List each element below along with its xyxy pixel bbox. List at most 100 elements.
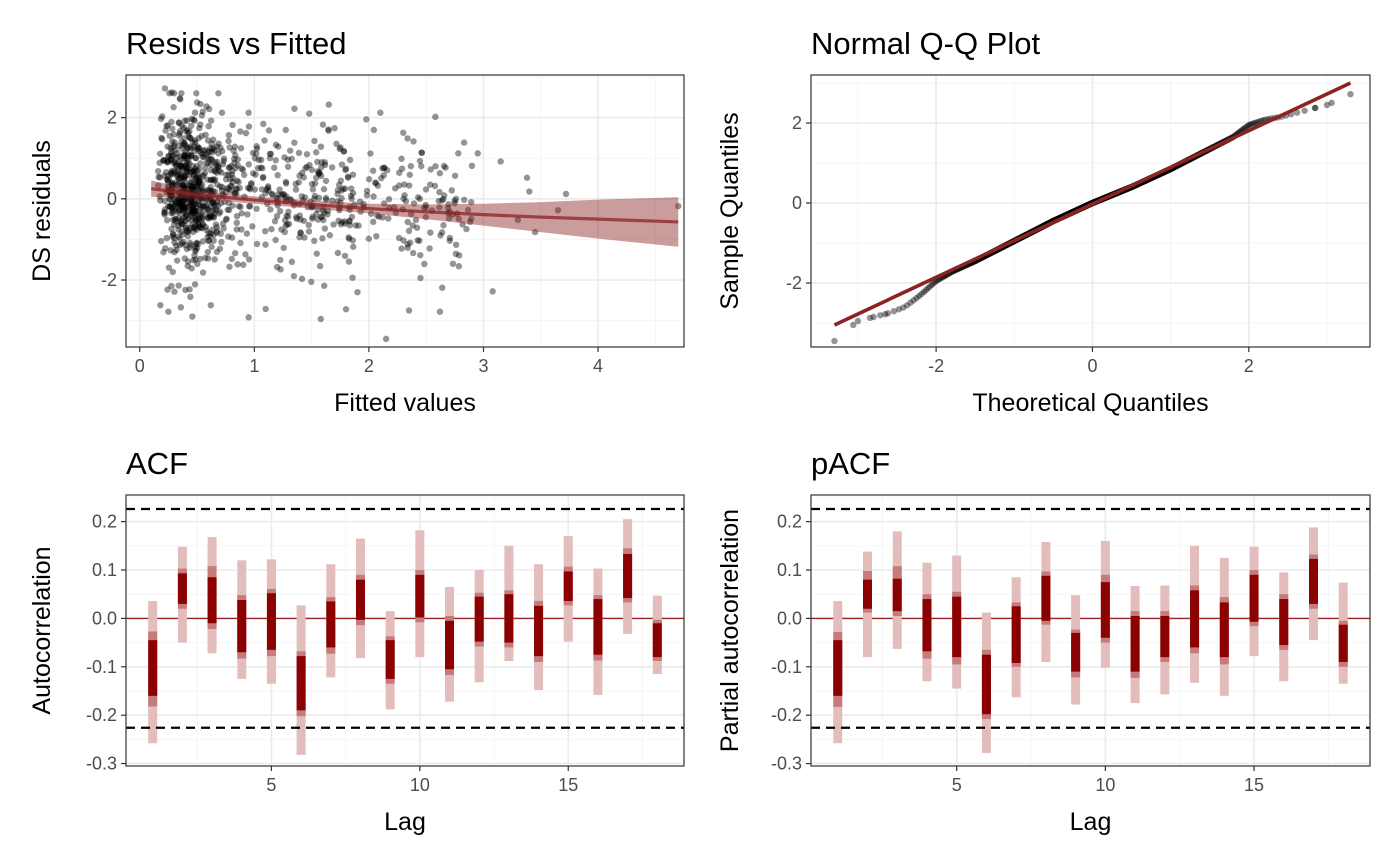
qq-point <box>831 337 838 345</box>
residual-point <box>226 206 233 214</box>
residual-point <box>213 158 221 166</box>
residual-point <box>215 90 222 97</box>
residual-point <box>334 190 341 198</box>
y-tick-label: -0.1 <box>771 657 802 677</box>
residual-point <box>190 167 197 175</box>
residual-point <box>205 159 212 166</box>
residual-point <box>205 196 212 204</box>
residual-point <box>422 213 430 221</box>
residual-point <box>186 160 193 167</box>
residual-point <box>285 208 292 216</box>
residual-point <box>452 195 460 203</box>
residual-point <box>188 122 195 129</box>
residual-point <box>181 185 189 192</box>
residual-point <box>171 205 179 213</box>
residual-point <box>180 152 187 159</box>
qq-point <box>1293 109 1301 116</box>
residual-point <box>311 137 318 145</box>
residual-point <box>202 203 210 210</box>
residual-point <box>166 195 173 202</box>
residual-point <box>291 105 298 112</box>
residual-point <box>239 166 247 173</box>
residual-point <box>204 233 211 241</box>
residual-point <box>325 127 332 134</box>
residual-point <box>264 184 271 191</box>
residual-point <box>198 112 206 119</box>
resids-panel-border <box>125 74 685 348</box>
residual-point <box>365 235 373 242</box>
residual-point <box>186 128 193 135</box>
residual-point <box>195 147 202 155</box>
lag-ci-inner <box>474 596 484 642</box>
residual-point <box>213 198 221 205</box>
residual-point <box>168 167 176 174</box>
residual-point <box>189 185 197 193</box>
residual-point <box>178 164 186 171</box>
residual-point <box>207 117 215 124</box>
residual-point <box>235 203 243 210</box>
residual-point <box>298 169 306 177</box>
residual-point <box>272 141 280 149</box>
residual-point <box>342 306 350 313</box>
residual-point <box>182 161 190 169</box>
residual-point <box>185 172 192 179</box>
residual-point <box>175 175 183 183</box>
residual-point <box>196 165 203 173</box>
residual-point <box>167 191 174 199</box>
residual-point <box>360 200 367 208</box>
residual-point <box>195 180 203 187</box>
residual-point <box>193 217 200 224</box>
residual-point <box>193 239 201 247</box>
residual-point <box>448 187 455 194</box>
residual-point <box>194 198 202 205</box>
qq-y-axis-title: Sample Quantiles <box>716 112 744 309</box>
qq-point <box>884 310 892 317</box>
residual-point <box>187 241 194 249</box>
residual-point <box>317 172 325 180</box>
residual-point <box>220 155 228 162</box>
residual-point <box>204 255 212 262</box>
residual-point <box>165 308 172 315</box>
x-tick-label: 0 <box>1087 356 1097 376</box>
residual-point <box>316 169 323 176</box>
residual-point <box>406 171 413 178</box>
residual-point <box>232 164 239 172</box>
residual-point <box>162 127 169 134</box>
qq-point <box>913 294 920 302</box>
residual-point <box>193 226 200 233</box>
residual-point <box>337 199 344 206</box>
residual-point <box>186 135 194 142</box>
residual-point <box>161 209 168 217</box>
qq-point <box>1328 99 1335 107</box>
residual-point <box>154 167 162 175</box>
residual-point <box>188 145 195 152</box>
residual-point <box>160 157 167 164</box>
residual-point <box>191 136 199 144</box>
residual-point <box>190 205 197 212</box>
residual-point <box>440 162 448 170</box>
residual-point <box>227 187 235 194</box>
qq-point <box>924 285 932 292</box>
residual-point <box>346 156 354 164</box>
residual-point <box>248 179 255 187</box>
residual-point <box>208 203 215 210</box>
residual-point <box>205 215 212 222</box>
residual-point <box>233 186 240 193</box>
residual-point <box>166 132 173 140</box>
residual-point <box>321 282 328 289</box>
residual-point <box>178 155 186 162</box>
residual-point <box>198 224 205 232</box>
residual-point <box>223 188 230 195</box>
residual-point <box>205 186 213 194</box>
qq-point <box>1243 123 1250 130</box>
residual-point <box>171 288 178 295</box>
residual-point <box>183 126 191 134</box>
residual-point <box>282 194 289 202</box>
residual-point <box>191 200 198 208</box>
residual-point <box>182 172 190 179</box>
residual-point <box>354 288 361 296</box>
residual-point <box>251 186 259 193</box>
residual-point <box>178 220 186 228</box>
residual-point <box>381 164 388 171</box>
residual-point <box>215 210 223 217</box>
